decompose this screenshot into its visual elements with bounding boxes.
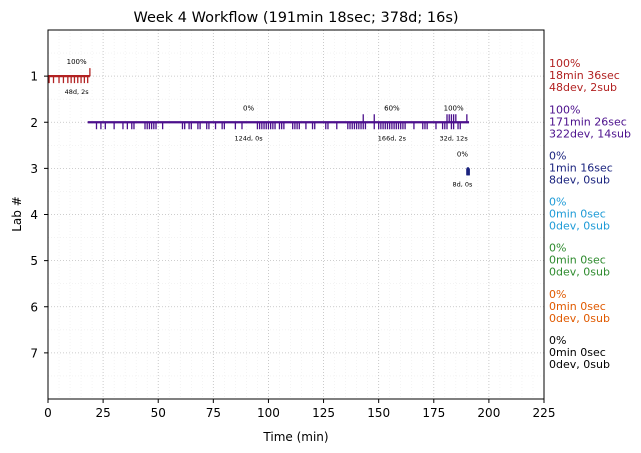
lab-3-summary-line: 1min 16sec — [549, 161, 613, 174]
x-tick-label: 200 — [477, 406, 500, 420]
lab-5-summary-line: 0min 0sec — [549, 254, 606, 267]
lab-marks — [48, 68, 470, 176]
lab-6-summary-line: 0dev, 0sub — [549, 312, 610, 325]
y-tick-label: 2 — [30, 116, 38, 130]
lab-2-annotation-stat: 166d, 2s — [378, 134, 407, 142]
lab-7-summary-line: 0% — [549, 334, 566, 347]
lab-2-summary-line: 322dev, 14sub — [549, 127, 631, 140]
lab-5-summary-line: 0dev, 0sub — [549, 266, 610, 279]
y-tick-label: 1 — [30, 70, 38, 84]
lab-6-summary-line: 0% — [549, 288, 566, 301]
lab-7-summary-line: 0min 0sec — [549, 346, 606, 359]
lab-4-summary-line: 0min 0sec — [549, 208, 606, 221]
lab-3-annotation-pct: 0% — [457, 150, 468, 158]
x-tick-label: 75 — [206, 406, 221, 420]
x-tick-label: 125 — [312, 406, 335, 420]
x-tick-label: 25 — [95, 406, 110, 420]
y-tick-label: 7 — [30, 346, 38, 360]
lab-2-summary-line: 100% — [549, 103, 580, 116]
lab-2-annotation-pct: 60% — [384, 104, 400, 112]
lab-1-summary-line: 18min 36sec — [549, 69, 620, 82]
y-tick-label: 3 — [30, 162, 38, 176]
lab-3-summary-line: 8dev, 0sub — [549, 173, 610, 186]
chart-title: Week 4 Workflow (191min 18sec; 378d; 16s… — [133, 10, 458, 26]
y-axis: 1 2 3 4 5 6 7 — [30, 70, 48, 360]
minor-grid — [48, 30, 544, 399]
x-tick-label: 150 — [367, 406, 390, 420]
lab-1-annotation-stat: 48d, 2s — [65, 88, 90, 96]
lab-1-summary-line: 48dev, 2sub — [549, 81, 617, 94]
lab-4-summary-line: 0% — [549, 196, 566, 209]
lab-2-annotation-stat: 124d, 0s — [235, 134, 264, 142]
major-grid — [47, 30, 545, 399]
x-axis: 0 25 50 75 100 125 150 175 200 225 — [44, 399, 555, 420]
x-tick-label: 100 — [257, 406, 280, 420]
y-tick-label: 4 — [30, 208, 38, 222]
lab-2-summary-line: 171min 26sec — [549, 115, 627, 128]
y-tick-label: 5 — [30, 254, 38, 268]
lab-1-annotation-pct: 100% — [67, 58, 87, 66]
lab-2-annotation-pct: 100% — [444, 104, 464, 112]
lab-2-annotation-pct: 0% — [243, 104, 254, 112]
lab-2-annotation-stat: 32d, 12s — [440, 134, 469, 142]
y-tick-label: 6 — [30, 300, 38, 314]
lab-3-summary-line: 0% — [549, 149, 566, 162]
x-tick-label: 50 — [151, 406, 166, 420]
plot-frame — [47, 29, 545, 400]
lab-7-summary-line: 0dev, 0sub — [549, 358, 610, 371]
lab-6-summary-line: 0min 0sec — [549, 300, 606, 313]
x-tick-label: 0 — [44, 406, 52, 420]
y-axis-label: Lab # — [10, 196, 24, 232]
x-tick-label: 175 — [422, 406, 445, 420]
lab-1-summary-line: 100% — [549, 57, 580, 70]
lab-5-summary-line: 0% — [549, 242, 566, 255]
x-axis-label: Time (min) — [262, 430, 328, 444]
x-tick-label: 225 — [533, 406, 556, 420]
lab-3-annotation-stat: 8d, 0s — [452, 180, 473, 188]
lab-4-summary-line: 0dev, 0sub — [549, 220, 610, 233]
lab-annotations: 100% 48d, 2s 0% 124d, 0s 60% 166d, 2s 100% 32d,… — [65, 58, 473, 188]
